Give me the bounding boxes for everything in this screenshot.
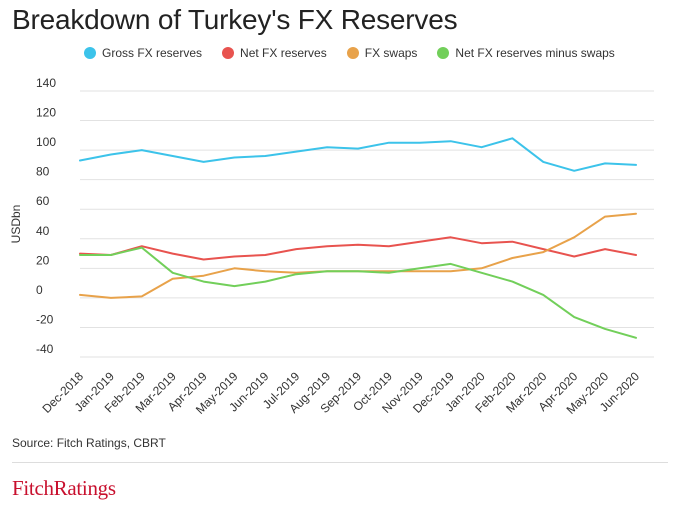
legend-item-fx-swaps: FX swaps	[346, 46, 418, 60]
y-tick-label: 100	[36, 135, 56, 149]
legend-swatch	[346, 47, 359, 59]
legend-label: Gross FX reserves	[102, 46, 203, 60]
y-tick-label: 80	[36, 165, 50, 179]
legend-label: FX swaps	[364, 46, 418, 60]
footer-divider	[12, 462, 668, 463]
series-line-net-fx-reserves	[79, 236, 637, 261]
legend-label: Net FX reserves	[240, 46, 327, 60]
series-line-fx-swaps	[79, 212, 637, 299]
legend-item-net-fx-reserves-minus-swaps: Net FX reserves minus swaps	[437, 46, 615, 60]
brand-logo: FitchRatings	[12, 476, 116, 500]
legend-swatch	[222, 47, 235, 59]
y-tick-label: 60	[36, 194, 50, 208]
line-chart: 140120100806040200-20-40USDbnDec-2018Jan…	[9, 76, 654, 417]
y-tick-label: 0	[36, 283, 43, 297]
y-tick-label: 120	[36, 106, 56, 120]
series-line-gross-fx-reserves	[79, 137, 637, 172]
legend: Gross FX reserves Net FX reserves FX swaps…	[84, 46, 615, 60]
legend-swatch	[437, 47, 450, 59]
y-tick-label: -20	[36, 312, 54, 326]
chart-title: Breakdown of Turkey's FX Reserves	[12, 4, 458, 35]
legend-label: Net FX reserves minus swaps	[455, 46, 615, 60]
y-tick-label: 140	[36, 76, 56, 90]
legend-item-net-fx-reserves: Net FX reserves	[222, 46, 327, 60]
series-line-net-fx-reserves-minus-swaps	[79, 246, 637, 339]
y-tick-label: 40	[36, 224, 50, 238]
legend-item-gross-fx-reserves: Gross FX reserves	[84, 46, 202, 60]
source-note: Source: Fitch Ratings, CBRT	[12, 436, 166, 450]
y-tick-label: 20	[36, 253, 50, 267]
y-tick-label: -40	[36, 342, 54, 356]
legend-swatch	[84, 47, 96, 59]
y-axis-label: USDbn	[9, 205, 23, 244]
